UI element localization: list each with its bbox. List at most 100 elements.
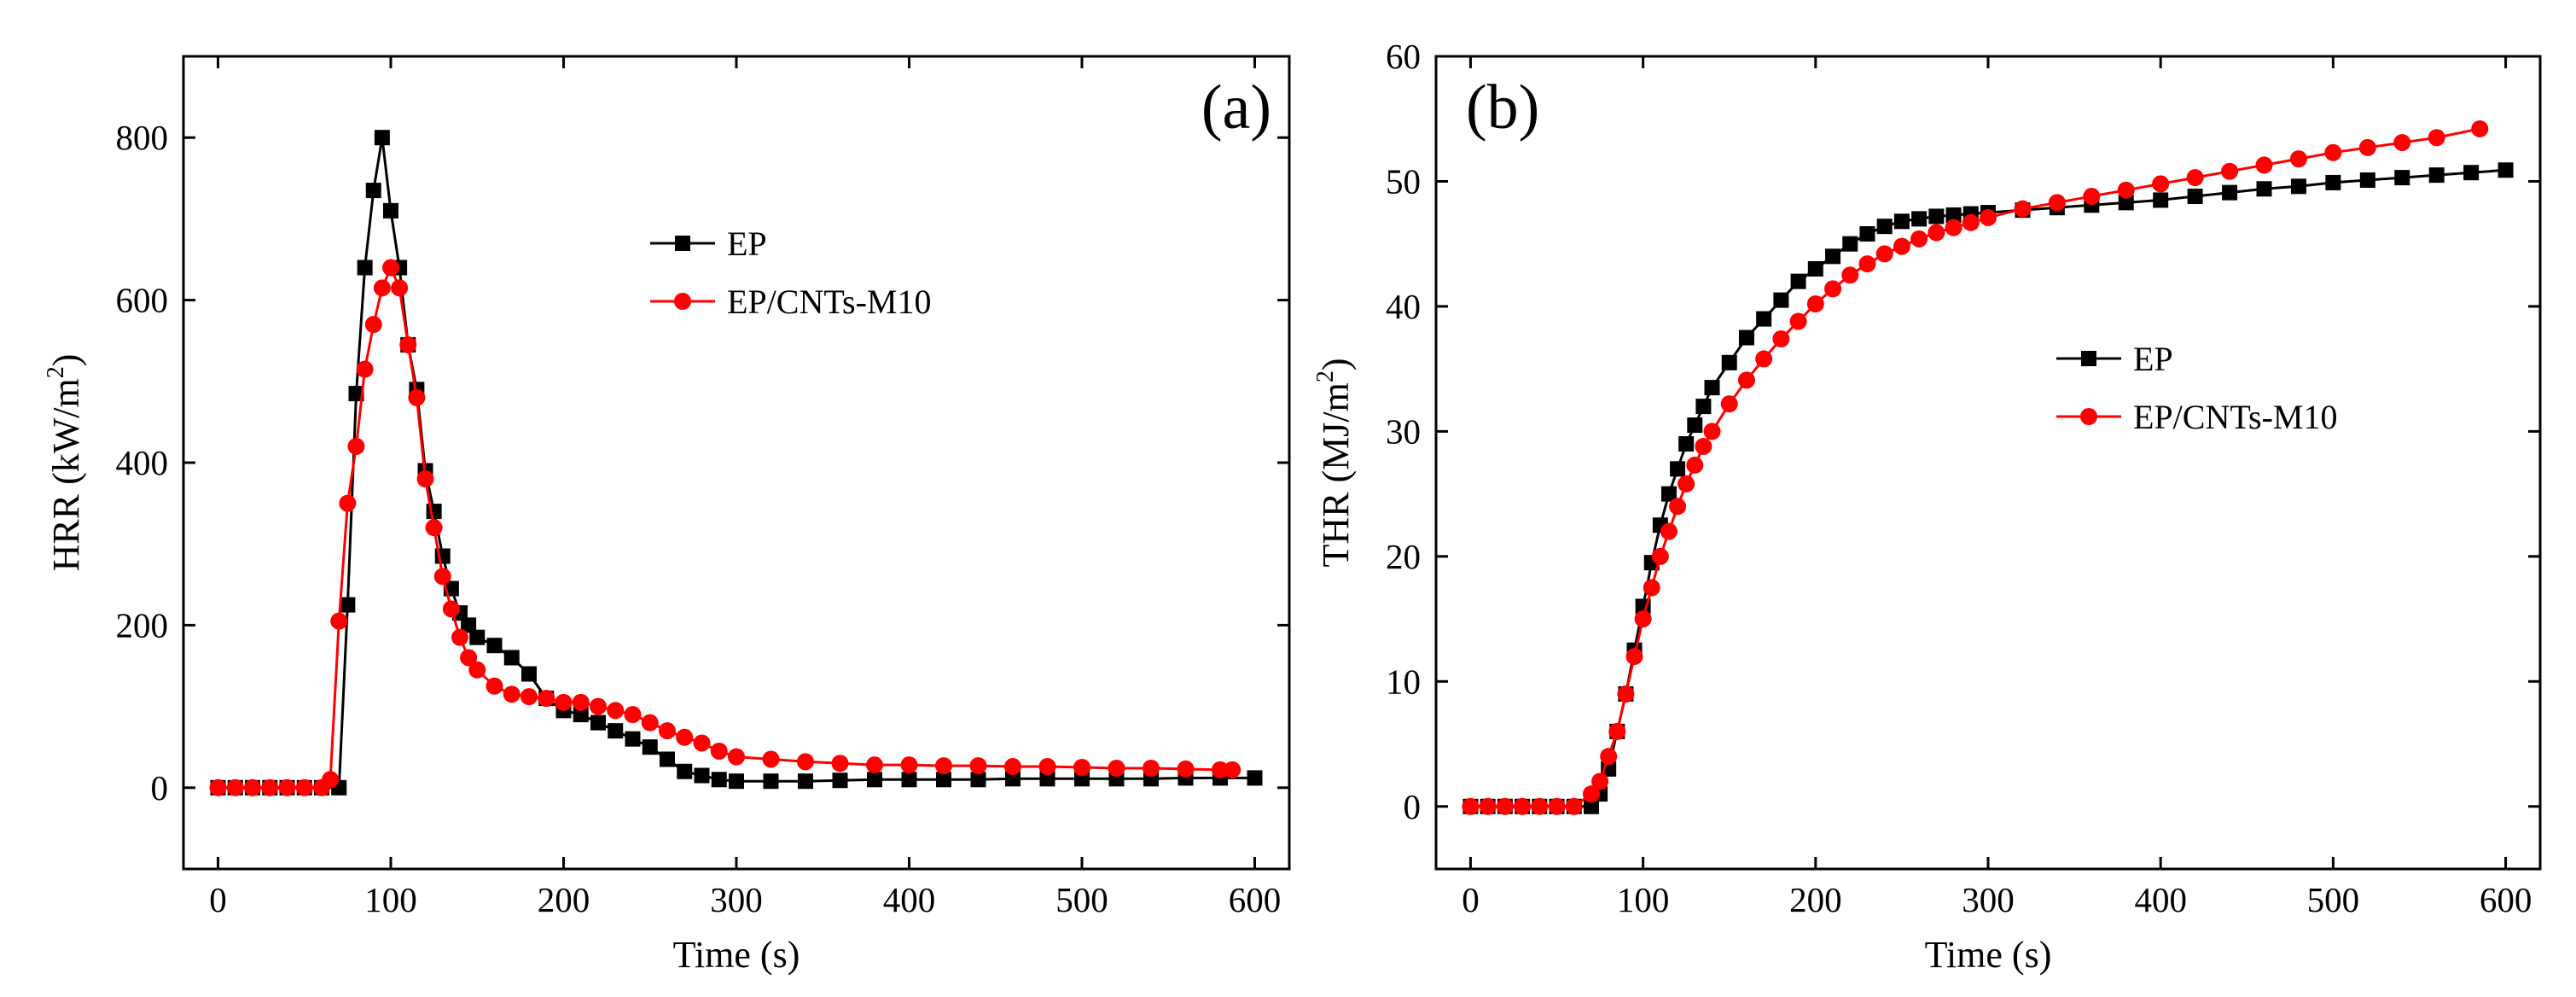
- data-point-a-0: [590, 714, 606, 731]
- ticks-a: 0 100 200 300 400 500 600 0 200 400 600 800: [116, 56, 1289, 919]
- data-point-a-1: [322, 771, 340, 789]
- data-point-b-1: [1660, 522, 1678, 540]
- data-point-a-1: [555, 693, 573, 711]
- data-point-b-0: [1911, 211, 1928, 227]
- data-point-b-0: [1859, 225, 1875, 242]
- data-point-b-1: [1625, 648, 1643, 666]
- data-point-a-1: [261, 778, 279, 796]
- y-tick-label-b: 30: [1386, 411, 1421, 451]
- data-point-a-0: [357, 259, 373, 276]
- data-point-a-1: [866, 756, 883, 774]
- data-point-a-1: [382, 259, 399, 277]
- data-point-a-1: [676, 728, 694, 746]
- data-point-a-1: [1073, 759, 1090, 776]
- data-point-a-0: [1247, 770, 1263, 786]
- data-point-b-1: [1678, 475, 1695, 493]
- data-point-b-1: [1686, 456, 1704, 474]
- x-tick-label-b: 300: [1962, 880, 2015, 919]
- data-point-a-0: [1039, 771, 1055, 787]
- data-point-a-0: [936, 772, 951, 788]
- data-point-b-0: [2394, 170, 2410, 186]
- data-point-b-0: [1695, 399, 1712, 415]
- data-point-b-1: [1695, 437, 1712, 455]
- data-point-b-1: [1772, 330, 1790, 348]
- data-point-a-1: [373, 279, 391, 297]
- data-point-b-0: [1790, 273, 1806, 289]
- data-point-b-1: [2152, 175, 2170, 193]
- data-point-a-1: [486, 677, 503, 695]
- data-point-a-1: [356, 360, 374, 378]
- data-point-a-0: [461, 617, 477, 633]
- data-point-a-1: [347, 437, 365, 455]
- data-point-a-1: [460, 649, 478, 667]
- data-point-b-0: [1773, 292, 1789, 308]
- data-point-b-1: [2221, 162, 2239, 180]
- data-point-b-1: [1643, 579, 1660, 597]
- data-point-b-0: [1678, 436, 1695, 452]
- data-point-a-1: [209, 778, 227, 796]
- data-point-a-0: [867, 772, 882, 788]
- y-tick-label-a: 800: [116, 118, 169, 157]
- data-point-b-1: [1591, 773, 1609, 790]
- data-point-a-1: [659, 722, 676, 740]
- data-point-b-1: [2048, 194, 2066, 212]
- panel-label-a: (a): [1201, 73, 1271, 143]
- y-axis-title-a-end: ): [45, 354, 87, 367]
- data-point-b-1: [2255, 156, 2273, 174]
- x-tick-label-b: 500: [2307, 880, 2360, 919]
- data-point-a-1: [451, 628, 468, 646]
- data-point-a-1: [572, 693, 590, 711]
- data-point-a-1: [935, 757, 952, 775]
- data-point-b-0: [2497, 162, 2514, 178]
- series-line-a-1: [218, 264, 1233, 790]
- x-tick-label-b: 100: [1617, 880, 1670, 919]
- legend-a: EP EP/CNTs-M10: [650, 224, 931, 321]
- data-point-b-0: [1876, 219, 1893, 235]
- data-point-b-1: [1514, 797, 1532, 815]
- y-tick-label-b: 0: [1404, 787, 1422, 826]
- data-point-a-0: [365, 183, 381, 199]
- data-point-b-0: [1721, 354, 1737, 370]
- x-tick-label-a: 200: [538, 880, 590, 919]
- y-axis-title-a-sup: 2: [43, 366, 69, 378]
- data-point-a-1: [442, 600, 460, 618]
- x-tick-label-b: 400: [2134, 880, 2187, 919]
- data-point-b-1: [1737, 371, 1755, 389]
- data-point-b-1: [2393, 134, 2411, 152]
- data-point-a-1: [1143, 759, 1160, 777]
- data-point-a-1: [607, 702, 625, 720]
- data-point-a-0: [469, 629, 486, 645]
- legend-b: EP EP/CNTs-M10: [2056, 340, 2337, 436]
- data-point-a-0: [340, 597, 356, 613]
- y-tick-label-a: 400: [116, 443, 169, 482]
- data-point-a-0: [503, 650, 520, 666]
- data-point-a-1: [762, 750, 780, 768]
- data-point-b-0: [1945, 207, 1962, 224]
- data-point-a-1: [1212, 761, 1229, 778]
- y-axis-title-b: THR (MJ/m2): [1312, 358, 1357, 567]
- data-point-b-0: [1842, 236, 1858, 252]
- data-point-b-0: [2118, 195, 2134, 211]
- data-point-a-1: [425, 519, 443, 537]
- x-tick-label-a: 500: [1055, 880, 1108, 919]
- data-point-a-1: [1177, 760, 1195, 778]
- x-tick-label-b: 0: [1462, 880, 1480, 919]
- data-point-a-1: [520, 688, 538, 706]
- data-point-a-0: [383, 202, 398, 219]
- data-point-b-1: [2324, 143, 2342, 161]
- data-point-b-1: [1720, 395, 1738, 413]
- data-point-a-1: [408, 388, 426, 406]
- data-point-b-1: [1962, 213, 1980, 231]
- data-point-a-0: [573, 707, 589, 723]
- data-point-b-1: [1928, 224, 1945, 242]
- data-point-b-1: [1565, 797, 1583, 815]
- data-point-b-1: [2117, 181, 2135, 199]
- data-point-b-1: [1824, 280, 1842, 298]
- series-layer-b: [1462, 120, 2514, 815]
- x-tick-label-b: 600: [2480, 880, 2532, 919]
- data-point-b-1: [1496, 797, 1514, 815]
- data-point-b-1: [1875, 245, 1893, 263]
- data-point-a-1: [330, 612, 348, 630]
- data-point-a-1: [416, 470, 434, 488]
- data-point-b-1: [1479, 797, 1497, 815]
